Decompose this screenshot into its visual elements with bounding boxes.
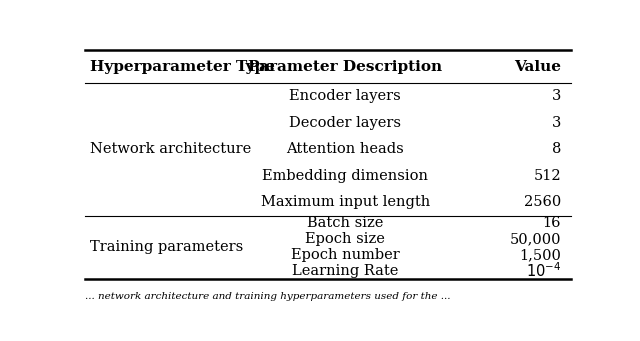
Text: $10^{-4}$: $10^{-4}$ [526,261,561,280]
Text: Parameter Description: Parameter Description [248,60,442,74]
Text: 16: 16 [543,217,561,231]
Text: 512: 512 [534,169,561,183]
Text: Hyperparameter Type: Hyperparameter Type [90,60,275,74]
Text: Embedding dimension: Embedding dimension [262,169,428,183]
Text: 3: 3 [552,89,561,103]
Text: 3: 3 [552,116,561,130]
Text: Decoder layers: Decoder layers [289,116,401,130]
Text: 1,500: 1,500 [519,248,561,262]
Text: Network architecture: Network architecture [90,142,251,156]
Text: Encoder layers: Encoder layers [289,89,401,103]
Text: Value: Value [514,60,561,74]
Text: Training parameters: Training parameters [90,240,243,254]
Text: Attention heads: Attention heads [287,142,404,156]
Text: Maximum input length: Maximum input length [260,195,430,209]
Text: Epoch size: Epoch size [305,232,385,246]
Text: 8: 8 [552,142,561,156]
Text: Epoch number: Epoch number [291,248,400,262]
Text: Learning Rate: Learning Rate [292,264,399,278]
Text: ... network architecture and training hyperparameters used for the ...: ... network architecture and training hy… [85,292,451,301]
Text: 50,000: 50,000 [509,232,561,246]
Text: 2560: 2560 [524,195,561,209]
Text: Batch size: Batch size [307,217,383,231]
